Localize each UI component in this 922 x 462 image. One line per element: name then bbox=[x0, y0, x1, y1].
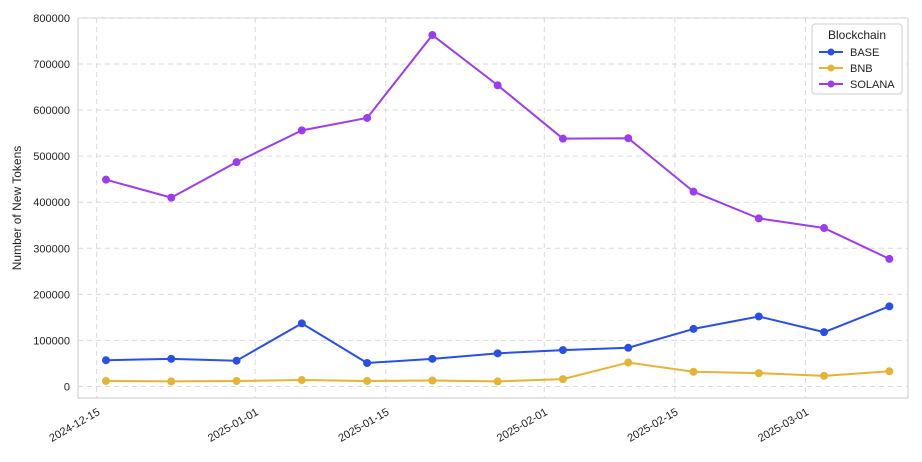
data-point bbox=[885, 367, 894, 376]
legend: Blockchain BASE BNB SOLANA bbox=[811, 23, 903, 95]
data-point bbox=[820, 224, 829, 233]
legend-item: SOLANA bbox=[819, 79, 895, 91]
y-tick-label: 400000 bbox=[33, 197, 70, 209]
x-tick-label: 2025-01-15 bbox=[337, 406, 392, 445]
series-group bbox=[101, 31, 894, 386]
grid-lines bbox=[78, 17, 908, 398]
legend-title: Blockchain bbox=[828, 28, 886, 42]
data-point bbox=[428, 376, 437, 385]
data-point bbox=[101, 175, 110, 184]
series-base bbox=[101, 302, 894, 367]
x-tick-label: 2024-12-15 bbox=[47, 406, 102, 445]
data-point bbox=[297, 319, 306, 328]
y-tick-label: 700000 bbox=[33, 59, 70, 71]
legend-label: BNB bbox=[850, 63, 873, 75]
data-point bbox=[232, 376, 241, 385]
y-tick-label: 500000 bbox=[33, 151, 70, 163]
data-point bbox=[493, 349, 502, 358]
data-point bbox=[363, 358, 372, 367]
data-point bbox=[493, 377, 502, 386]
data-point bbox=[885, 254, 894, 263]
data-point bbox=[689, 367, 698, 376]
y-tick-label: 0 bbox=[64, 381, 70, 393]
data-point bbox=[754, 369, 763, 378]
plot-area bbox=[77, 17, 909, 399]
y-axis-ticks: 0 100000 200000 300000 400000 500000 600000 700… bbox=[33, 13, 70, 393]
data-point bbox=[297, 376, 306, 385]
data-point bbox=[167, 193, 176, 202]
legend-swatch-marker bbox=[827, 64, 835, 72]
data-point bbox=[232, 356, 241, 365]
legend-item: BNB bbox=[819, 63, 873, 75]
data-point bbox=[820, 371, 829, 380]
data-point bbox=[754, 214, 763, 223]
data-point bbox=[363, 113, 372, 122]
data-point bbox=[624, 358, 633, 367]
data-point bbox=[624, 343, 633, 352]
series-solana bbox=[101, 31, 894, 263]
data-point bbox=[363, 376, 372, 385]
x-tick-label: 2025-03-01 bbox=[756, 406, 811, 445]
y-tick-label: 200000 bbox=[33, 289, 70, 301]
y-axis-label: Number of New Tokens bbox=[10, 146, 24, 271]
data-point bbox=[624, 134, 633, 143]
data-point bbox=[689, 187, 698, 196]
data-point bbox=[754, 312, 763, 321]
data-point bbox=[167, 354, 176, 363]
data-point bbox=[297, 126, 306, 135]
data-point bbox=[101, 376, 110, 385]
data-point bbox=[167, 377, 176, 386]
data-point bbox=[101, 356, 110, 365]
data-point bbox=[558, 346, 567, 355]
x-tick-label: 2025-02-15 bbox=[626, 406, 681, 445]
data-point bbox=[689, 324, 698, 333]
y-tick-label: 100000 bbox=[33, 335, 70, 347]
data-point bbox=[820, 328, 829, 337]
y-tick-label: 300000 bbox=[33, 243, 70, 255]
y-tick-label: 600000 bbox=[33, 105, 70, 117]
data-point bbox=[428, 354, 437, 363]
legend-label: SOLANA bbox=[850, 79, 895, 91]
legend-swatch-marker bbox=[827, 80, 835, 88]
x-axis-ticks: 2024-12-15 2025-01-01 2025-01-15 2025-02-01… bbox=[47, 406, 811, 445]
legend-item: BASE bbox=[819, 47, 879, 59]
legend-swatch-marker bbox=[827, 48, 835, 56]
series-bnb bbox=[101, 358, 894, 386]
data-point bbox=[493, 81, 502, 90]
data-point bbox=[885, 302, 894, 311]
legend-box bbox=[811, 23, 903, 95]
data-point bbox=[558, 134, 567, 143]
x-tick-label: 2025-02-01 bbox=[495, 406, 550, 445]
x-tick-label: 2025-01-01 bbox=[206, 406, 261, 445]
y-tick-label: 800000 bbox=[33, 13, 70, 25]
data-point bbox=[428, 31, 437, 40]
legend-label: BASE bbox=[850, 47, 879, 59]
data-point bbox=[232, 158, 241, 167]
data-point bbox=[558, 375, 567, 384]
